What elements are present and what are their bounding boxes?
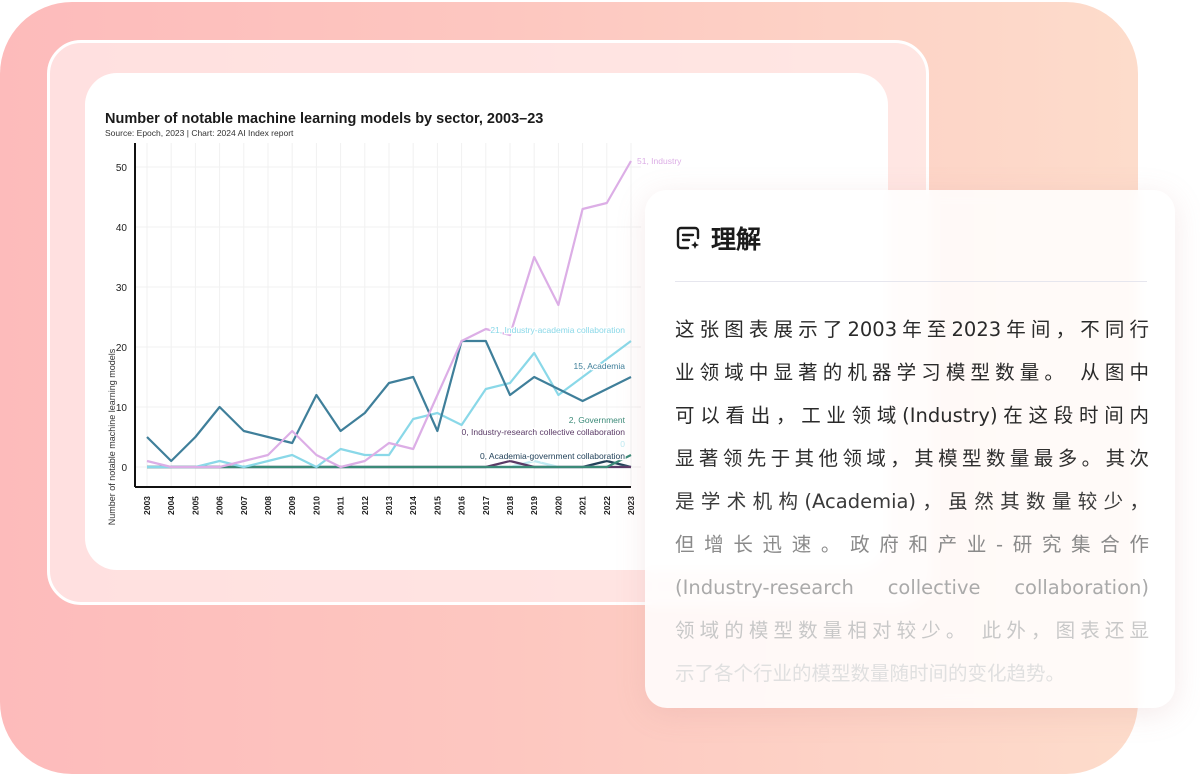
x-tick-label: 2011 bbox=[336, 496, 346, 515]
series-line bbox=[147, 340, 632, 469]
x-tick-label: 2007 bbox=[239, 496, 249, 515]
x-tick-label: 2016 bbox=[457, 496, 467, 515]
series-end-label: 0, Industry-research collective collabor… bbox=[462, 427, 626, 437]
description-line: 示了各个行业的模型数量随时间的变化趋势。 bbox=[675, 662, 1066, 685]
y-tick-label: 30 bbox=[116, 283, 128, 294]
x-tick-label: 2012 bbox=[360, 496, 370, 515]
panel-description: 这张图表展示了2003年至2023年间，不同行 业领域中显著的机器学习模型数量。 … bbox=[675, 308, 1149, 695]
description-line: 业领域中显著的机器学习模型数量。 从图中 bbox=[675, 361, 1149, 384]
description-line: 是学术机构(Academia)，虽然其数量较少， bbox=[675, 490, 1149, 513]
x-tick-label: 2009 bbox=[287, 496, 297, 515]
y-tick-label: 0 bbox=[121, 463, 127, 474]
x-tick-label: 2010 bbox=[311, 496, 321, 515]
x-tick-label: 2015 bbox=[432, 496, 442, 515]
y-tick-label: 40 bbox=[116, 223, 128, 234]
series-line bbox=[147, 454, 632, 469]
series-end-label: 51, Industry bbox=[637, 156, 682, 166]
x-tick-label: 2023 bbox=[626, 496, 636, 515]
chart-title: Number of notable machine learning model… bbox=[105, 111, 544, 127]
x-tick-label: 2004 bbox=[166, 496, 176, 515]
y-tick-label: 10 bbox=[116, 403, 128, 414]
series-end-label: 0 bbox=[620, 439, 625, 449]
x-tick-label: 2013 bbox=[384, 496, 394, 515]
line-chart: 0 10 20 30 40 50 2003 2004 2005 2006 2007 2008 2009 2… bbox=[107, 143, 683, 525]
x-tick-label: 2006 bbox=[215, 496, 225, 515]
series-end-label: 15, Academia bbox=[573, 361, 625, 371]
series-line bbox=[146, 339, 632, 463]
description-line: 显著领先于其他领域，其模型数量最多。其次 bbox=[675, 447, 1149, 470]
x-tick-label: 2003 bbox=[142, 496, 152, 515]
y-tick-label: 20 bbox=[116, 343, 128, 354]
panel-title: 理解 bbox=[711, 225, 762, 254]
series-line bbox=[146, 160, 632, 469]
x-tick-label: 2014 bbox=[408, 496, 418, 515]
description-line: 但增长迅速。政府和产业-研究集合作 bbox=[675, 533, 1149, 556]
series-end-label: 2, Government bbox=[569, 415, 626, 425]
x-tick-label: 2008 bbox=[263, 496, 273, 515]
x-tick-label: 2020 bbox=[553, 496, 563, 515]
x-tick-label: 2019 bbox=[529, 496, 539, 515]
chart-source: Source: Epoch, 2023 | Chart: 2024 AI Ind… bbox=[105, 128, 294, 138]
panel-header: 理解 bbox=[675, 220, 761, 256]
description-line: 领域的模型数量相对较少。 此外，图表还显 bbox=[675, 619, 1149, 642]
divider bbox=[675, 281, 1147, 282]
y-axis-label: Number of notable machine learning model… bbox=[107, 348, 117, 525]
x-tick-label: 2021 bbox=[578, 496, 588, 515]
x-tick-label: 2005 bbox=[190, 496, 200, 515]
description-line: (Industry-research collective collaborat… bbox=[675, 576, 1149, 599]
description-line: 可以看出，工业领域(Industry)在这段时间内 bbox=[675, 404, 1149, 427]
x-tick-label: 2022 bbox=[602, 496, 612, 515]
x-tick-label: 2018 bbox=[505, 496, 515, 515]
series-end-label: 21, Industry-academia collaboration bbox=[490, 325, 625, 335]
x-tick-label: 2017 bbox=[481, 496, 491, 515]
understanding-panel: 理解 这张图表展示了2003年至2023年间，不同行 业领域中显著的机器学习模型数… bbox=[645, 190, 1175, 708]
series-end-label: 0, Academia-government collaboration bbox=[480, 451, 625, 461]
description-line: 这张图表展示了2003年至2023年间，不同行 bbox=[675, 318, 1149, 341]
chat-sparkle-icon bbox=[676, 226, 700, 250]
y-tick-label: 50 bbox=[116, 163, 128, 174]
